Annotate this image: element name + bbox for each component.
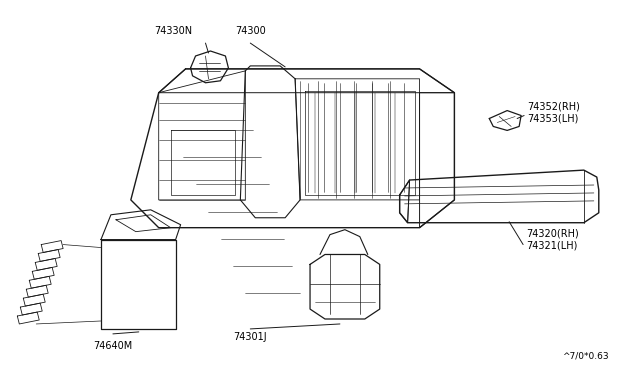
Text: 74352(RH)
74353(LH): 74352(RH) 74353(LH) (527, 102, 580, 124)
Text: 74320(RH)
74321(LH): 74320(RH) 74321(LH) (526, 229, 579, 250)
Text: 74330N: 74330N (155, 26, 193, 36)
Text: 74300: 74300 (235, 26, 266, 36)
Text: 74301J: 74301J (234, 332, 267, 342)
Text: 74640M: 74640M (93, 341, 132, 351)
Text: ^7/0*0.63: ^7/0*0.63 (562, 352, 609, 361)
